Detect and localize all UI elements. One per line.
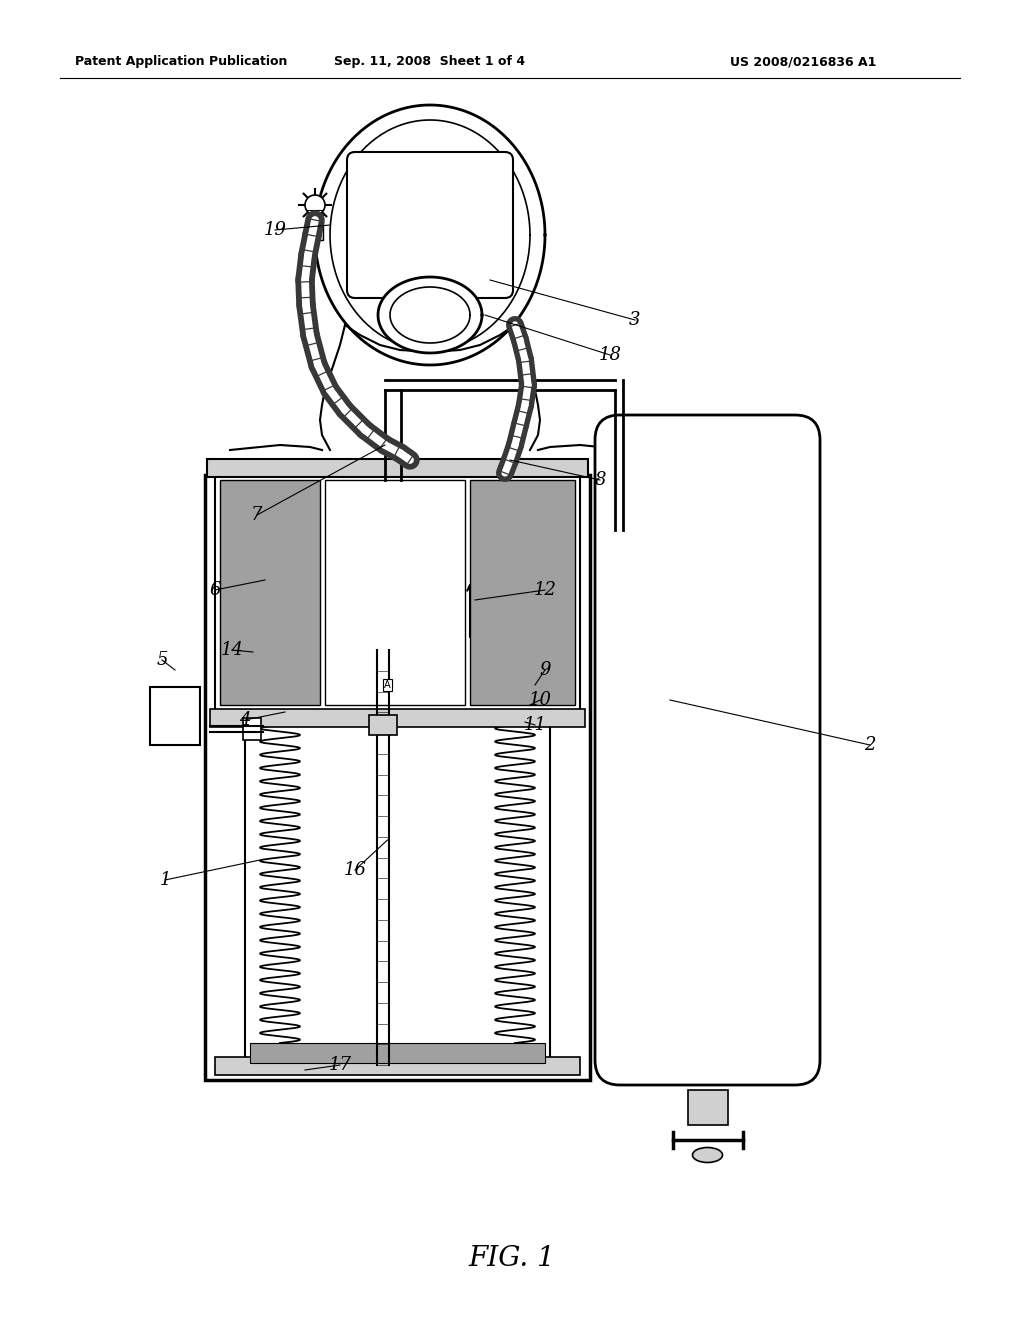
Text: 8: 8 — [594, 471, 606, 488]
Bar — [205, 475, 590, 1080]
Text: 19: 19 — [263, 220, 287, 239]
Bar — [307, 220, 323, 240]
Bar — [207, 459, 588, 477]
Text: 3: 3 — [630, 312, 641, 329]
Text: 9: 9 — [540, 661, 551, 678]
Text: 1: 1 — [160, 871, 171, 888]
Circle shape — [305, 195, 325, 215]
Bar — [215, 475, 580, 710]
Bar — [210, 709, 585, 727]
Text: 11: 11 — [523, 715, 547, 734]
Ellipse shape — [692, 1147, 723, 1163]
Text: 16: 16 — [343, 861, 367, 879]
Text: 2: 2 — [864, 737, 876, 754]
Polygon shape — [378, 277, 482, 352]
FancyBboxPatch shape — [595, 414, 820, 1085]
FancyBboxPatch shape — [347, 152, 513, 298]
Bar — [220, 480, 319, 705]
Text: Patent Application Publication: Patent Application Publication — [75, 55, 288, 69]
Bar — [150, 686, 200, 744]
Bar — [369, 715, 396, 735]
Text: US 2008/0216836 A1: US 2008/0216836 A1 — [730, 55, 877, 69]
Text: 18: 18 — [598, 346, 622, 364]
Text: FIG. 1: FIG. 1 — [469, 1245, 555, 1271]
Text: 17: 17 — [329, 1056, 351, 1074]
Bar — [687, 1090, 727, 1125]
Text: A: A — [384, 680, 391, 690]
Text: 10: 10 — [528, 690, 552, 709]
Text: 12: 12 — [534, 581, 556, 599]
Text: 5: 5 — [157, 651, 168, 669]
Text: 7: 7 — [251, 506, 263, 524]
Bar — [215, 1057, 580, 1074]
Text: 14: 14 — [220, 642, 244, 659]
Bar — [245, 719, 550, 1065]
Bar — [325, 480, 465, 705]
Bar — [243, 718, 261, 741]
Text: Sep. 11, 2008  Sheet 1 of 4: Sep. 11, 2008 Sheet 1 of 4 — [335, 55, 525, 69]
Bar — [250, 1043, 545, 1063]
Text: 4: 4 — [240, 711, 251, 729]
Text: 6: 6 — [209, 581, 221, 599]
Bar — [470, 480, 575, 705]
